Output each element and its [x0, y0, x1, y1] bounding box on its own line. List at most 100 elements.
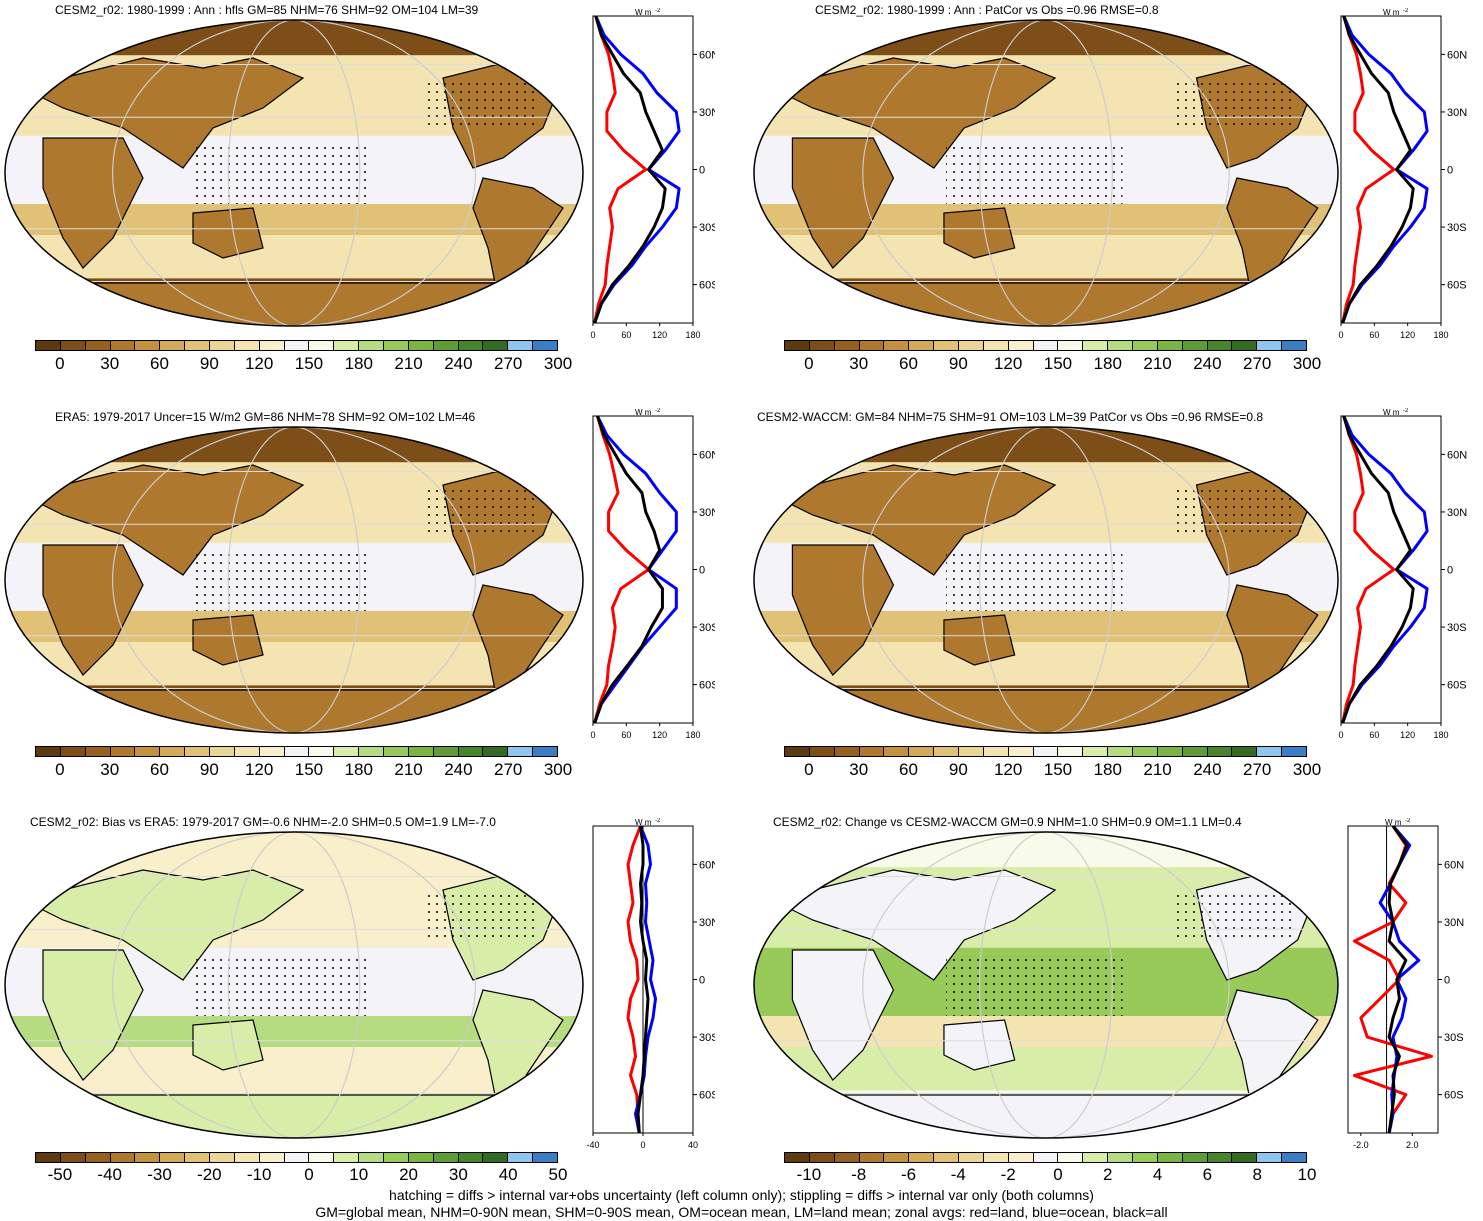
colorbar-swatch [1083, 1153, 1109, 1162]
unit-label: W m [635, 8, 652, 17]
lat-tick-label: 30S [699, 622, 715, 634]
colorbar [784, 340, 1307, 351]
colorbar-swatch [859, 1153, 885, 1162]
panel-title: CESM2_r02: Change vs CESM2-WACCM GM=0.9 … [773, 815, 1242, 829]
continent [5, 282, 583, 326]
colorbar-swatch [1257, 1153, 1283, 1162]
colorbar-labels: 0 30 60 90 120 150 180 210 240 270 300 [784, 760, 1321, 782]
colorbar-tick-label: 300 [1292, 354, 1322, 373]
colorbar [35, 1152, 558, 1163]
colorbar-tick-label: 150 [1043, 760, 1073, 779]
colorbar-swatch [785, 747, 810, 756]
colorbar-tick-label: 0 [55, 354, 65, 373]
x-tick-label: 0 [590, 330, 595, 340]
colorbar-swatch [1058, 341, 1084, 350]
colorbar-tick-label: 180 [1093, 760, 1122, 779]
lat-tick-label: 0 [699, 975, 705, 987]
colorbar-swatch [1108, 341, 1134, 350]
colorbar-tick-label: -30 [147, 1165, 172, 1184]
lat-tick-label: 30S [1447, 222, 1467, 234]
colorbar-tick-label: 120 [993, 354, 1023, 373]
x-tick-label: 0 [1338, 330, 1343, 340]
colorbar-tick-label: -40 [97, 1165, 122, 1184]
colorbar-swatch [859, 747, 885, 756]
stippling [195, 549, 370, 611]
colorbar-swatch [959, 747, 984, 756]
colorbar-swatch [359, 1153, 385, 1162]
series-line-land [593, 15, 648, 324]
colorbar-swatch [1133, 1153, 1158, 1162]
colorbar-swatch [508, 341, 534, 350]
lat-tick-label: 60S [699, 680, 715, 692]
colorbar-tick-label: -6 [900, 1165, 917, 1184]
colorbar-tick-label: 2 [1103, 1165, 1113, 1184]
lat-tick-label: 30N [699, 507, 715, 519]
colorbar-swatch [483, 341, 509, 350]
colorbar-tick-label: -10 [796, 1165, 822, 1184]
zonal-mean-plot: W m-2 60N 30N 0 30S 60S -40 0 40 [586, 818, 715, 1150]
unit-exponent: -2 [655, 8, 661, 14]
colorbar-swatch [234, 747, 260, 756]
colorbar-swatch [1207, 1153, 1233, 1162]
panel-title: CESM2_r02: Bias vs ERA5: 1979-2017 GM=-0… [30, 815, 496, 829]
meridian [227, 427, 361, 733]
zonal-mean-plot: W m-2 60N 30N 0 30S 60S 0 60 120 180 [590, 408, 715, 740]
series-line-land [626, 825, 642, 1134]
colorbar-swatch [110, 747, 136, 756]
colorbar-swatch [110, 341, 136, 350]
map-border [4, 426, 584, 734]
colorbar-swatch [959, 1153, 984, 1162]
colorbar-swatch [36, 341, 61, 350]
colorbar-tick-label: 90 [948, 354, 968, 373]
meridian [979, 427, 1113, 733]
stippling [422, 487, 539, 534]
colorbar-swatch [135, 1153, 161, 1162]
series-line-all [636, 825, 650, 1134]
x-tick-label: 60 [621, 730, 631, 740]
colorbar-swatch [359, 341, 385, 350]
lat-tick-label: 60N [1447, 449, 1467, 461]
colorbar-swatch [809, 747, 835, 756]
colorbar-swatch [533, 1153, 558, 1162]
colorbar-tick-label: 270 [1243, 354, 1272, 373]
colorbar-swatch [1108, 747, 1134, 756]
x-tick-label: 60 [1369, 730, 1379, 740]
colorbar-swatch [384, 747, 409, 756]
colorbar-tick-label: 150 [294, 354, 324, 373]
meridian [862, 20, 1230, 326]
x-tick-label: 120 [1400, 330, 1415, 340]
colorbar-labels: -50 -40 -30 -20 -10 0 10 20 30 40 50 [35, 1165, 568, 1187]
colorbar-tick-label: 0 [1053, 1165, 1063, 1184]
colorbar-swatch [1008, 747, 1034, 756]
colorbar-swatch [934, 747, 960, 756]
x-tick-label: 180 [685, 330, 700, 340]
stippling [422, 892, 539, 939]
continent [770, 57, 1057, 169]
colorbar-swatch [234, 341, 260, 350]
colorbar-swatch [384, 341, 409, 350]
continent [192, 207, 264, 259]
panel-title: CESM2_r02: 1980-1999 : Ann : hfls GM=85 … [55, 3, 479, 17]
colorbar-swatch [1133, 341, 1158, 350]
lat-tick-label: 30N [1444, 917, 1464, 929]
arctic-band [5, 427, 583, 463]
colorbar-swatch [1058, 1153, 1084, 1162]
stippling [1175, 892, 1293, 939]
colorbar-tick-label: -10 [246, 1165, 272, 1184]
lat-tick-label: 30N [1447, 507, 1467, 519]
colorbar-tick-label: 10 [1297, 1165, 1317, 1184]
colorbar-swatch [334, 747, 360, 756]
lat-tick-label: 60N [699, 49, 715, 61]
colorbar-swatch [60, 341, 86, 350]
continent [791, 544, 895, 676]
colorbar-swatch [785, 1153, 810, 1162]
continent [791, 949, 895, 1081]
colorbar-swatch [1182, 1153, 1208, 1162]
colorbar-swatch [433, 1153, 459, 1162]
colorbar-swatch [809, 1153, 835, 1162]
lat-tick-label: 60S [699, 1090, 715, 1102]
colorbar-tick-label: 270 [494, 760, 523, 779]
unit-exponent: -2 [1403, 408, 1409, 414]
colorbar-swatch [160, 747, 186, 756]
lat-tick-label: 60S [699, 280, 715, 292]
